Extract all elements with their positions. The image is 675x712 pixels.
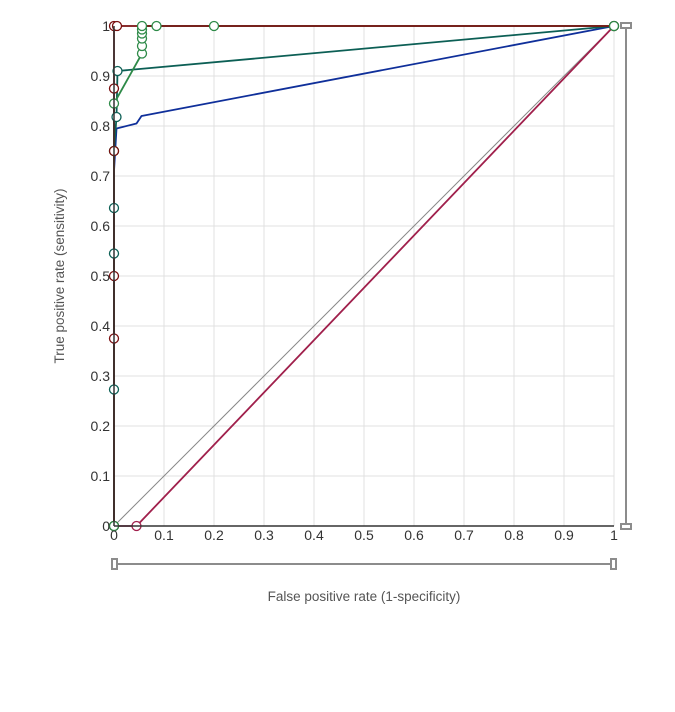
y-zoom-handle-top[interactable] bbox=[620, 22, 632, 29]
chance-line bbox=[113, 25, 615, 527]
x-tick-label: 0.6 bbox=[404, 527, 424, 543]
tick-labels: 0 0.1 0.2 0.3 0.4 0.5 0.6 0.7 0.8 0.9 1 0 0.1 0.2 0.3 0… bbox=[91, 18, 619, 543]
x-tick-label: 0.9 bbox=[554, 527, 574, 543]
x-tick-label: 0.1 bbox=[154, 527, 174, 543]
y-tick-label: 0 bbox=[102, 518, 110, 534]
x-zoom-handle-right[interactable] bbox=[610, 558, 617, 570]
data-point[interactable] bbox=[136, 20, 148, 32]
x-zoom-handle-left[interactable] bbox=[111, 558, 118, 570]
y-tick-label: 0.7 bbox=[91, 168, 111, 184]
y-tick-label: 0.6 bbox=[91, 218, 111, 234]
reference-diagonal bbox=[113, 25, 615, 527]
y-tick-label: 0.4 bbox=[91, 318, 111, 334]
x-tick-label: 0.7 bbox=[454, 527, 474, 543]
data-point[interactable] bbox=[151, 20, 162, 32]
data-point[interactable] bbox=[112, 65, 123, 77]
x-tick-label: 0 bbox=[110, 527, 118, 543]
y-tick-label: 0.8 bbox=[91, 118, 111, 134]
x-zoom-range[interactable] bbox=[111, 558, 617, 570]
y-tick-label: 0.3 bbox=[91, 368, 111, 384]
zoom-handles bbox=[111, 22, 632, 570]
y-tick-label: 1 bbox=[102, 18, 110, 34]
x-tick-label: 0.4 bbox=[304, 527, 324, 543]
x-tick-label: 0.2 bbox=[204, 527, 224, 543]
data-point[interactable] bbox=[208, 20, 220, 32]
y-axis-title: True positive rate (sensitivity) bbox=[52, 188, 67, 363]
y-tick-label: 0.2 bbox=[91, 418, 111, 434]
x-tick-label: 0.3 bbox=[254, 527, 274, 543]
y-zoom-range[interactable] bbox=[620, 22, 632, 530]
x-axis-title: False positive rate (1-specificity) bbox=[268, 589, 461, 604]
data-point[interactable] bbox=[608, 20, 620, 32]
y-tick-label: 0.9 bbox=[91, 68, 111, 84]
x-tick-label: 0.8 bbox=[504, 527, 524, 543]
y-tick-label: 0.5 bbox=[91, 268, 111, 284]
y-zoom-handle-bottom[interactable] bbox=[620, 523, 632, 530]
y-tick-label: 0.1 bbox=[91, 468, 111, 484]
axes bbox=[113, 26, 614, 527]
x-tick-label: 0.5 bbox=[354, 527, 374, 543]
x-tick-label: 1 bbox=[610, 527, 618, 543]
